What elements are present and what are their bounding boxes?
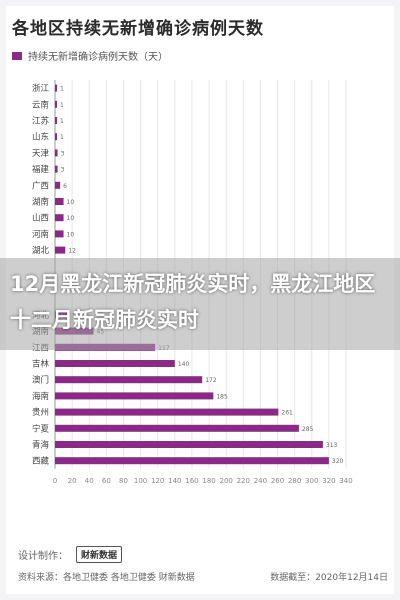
category-label: 广西 [32, 180, 49, 191]
data-label: 140 [178, 361, 190, 368]
data-label: 6 [63, 183, 67, 190]
data-label: 12 [68, 248, 76, 255]
x-tick-label: 300 [305, 477, 318, 485]
x-tick-label: 60 [102, 477, 111, 485]
category-label: 福建 [32, 164, 50, 175]
category-label: 青海 [32, 440, 50, 451]
category-label: 吉林 [32, 359, 50, 370]
category-label: 贵州 [32, 407, 49, 418]
category-label: 云南 [32, 99, 49, 110]
legend-swatch [12, 51, 22, 60]
bar [55, 149, 58, 157]
x-tick-label: 80 [119, 477, 128, 485]
x-tick-label: 240 [254, 477, 267, 485]
headline-overlay [0, 258, 400, 350]
bar [55, 246, 66, 254]
data-label: 185 [216, 393, 228, 400]
x-tick-label: 320 [322, 477, 335, 485]
category-label: 西藏 [32, 456, 50, 467]
source-text: 资料来源：各地卫健委 各地卫健委 财新数据 [18, 573, 195, 583]
design-credit: 设计制作： 财新数据 [18, 546, 123, 563]
bar [55, 133, 57, 141]
x-tick-label: 180 [202, 477, 215, 485]
chart-title: 各地区持续无新增确诊病例天数 [12, 19, 264, 39]
date-text: 数据截至：2020年12月14日 [270, 573, 388, 583]
bar [55, 376, 203, 384]
category-label: 澳门 [32, 375, 49, 386]
design-label: 设计制作： [18, 551, 68, 562]
category-label: 湖北 [32, 246, 50, 256]
bar [55, 181, 61, 189]
bar [55, 214, 64, 222]
bar [55, 100, 57, 108]
headline-text: 12月黑龙江新冠肺炎实时，黑龙江地区十二月新冠肺炎实时 [10, 272, 376, 332]
data-label: 10 [67, 199, 75, 206]
data-label: 320 [332, 458, 344, 465]
bar [55, 84, 57, 92]
category-label: 浙江 [32, 83, 50, 94]
data-label: 313 [326, 442, 338, 449]
category-label: 山东 [32, 132, 49, 143]
x-tick-label: 280 [288, 477, 301, 485]
x-tick-label: 20 [68, 477, 77, 485]
x-tick-label: 40 [85, 477, 94, 485]
data-label: 285 [302, 426, 314, 433]
bar [55, 392, 214, 400]
legend-label: 持续无新增确诊病例天数（天） [28, 52, 168, 63]
data-label: 1 [60, 102, 64, 109]
x-tick-label: 260 [271, 477, 284, 485]
category-label: 河南 [32, 229, 49, 240]
bar [55, 165, 58, 173]
legend: 持续无新增确诊病例天数（天） [12, 48, 168, 63]
category-label: 江苏 [32, 116, 50, 127]
data-label: 172 [205, 377, 217, 384]
data-label: 1 [60, 118, 64, 125]
x-tick-label: 160 [185, 477, 198, 485]
bar [55, 441, 323, 448]
data-label: 1 [60, 86, 64, 93]
x-tick-label: 0 [53, 477, 57, 485]
data-label: 3 [61, 167, 65, 174]
source-line: 资料来源：各地卫健委 各地卫健委 财新数据 数据截至：2020年12月14日 [18, 570, 388, 583]
x-tick-label: 340 [339, 477, 352, 485]
bar [55, 457, 329, 465]
x-tick-label: 100 [134, 477, 147, 485]
category-label: 宁夏 [32, 423, 50, 434]
x-tick-label: 140 [168, 477, 181, 485]
publisher-logo: 财新数据 [76, 546, 123, 563]
bar [55, 408, 279, 416]
x-tick-label: 200 [219, 477, 232, 485]
category-label: 湖南 [32, 197, 49, 208]
bar [55, 117, 57, 124]
bar [55, 230, 64, 238]
data-label: 3 [61, 150, 65, 157]
x-tick-label: 220 [237, 477, 250, 485]
data-label: 10 [67, 215, 75, 222]
bar [55, 360, 175, 367]
data-label: 10 [67, 231, 75, 238]
category-label: 海南 [32, 391, 49, 402]
data-label: 261 [281, 410, 293, 417]
category-label: 天津 [32, 148, 50, 159]
category-label: 山西 [32, 213, 49, 224]
bar [55, 424, 299, 432]
bar [55, 198, 64, 205]
x-tick-label: 120 [151, 477, 164, 485]
data-label: 1 [60, 134, 64, 141]
